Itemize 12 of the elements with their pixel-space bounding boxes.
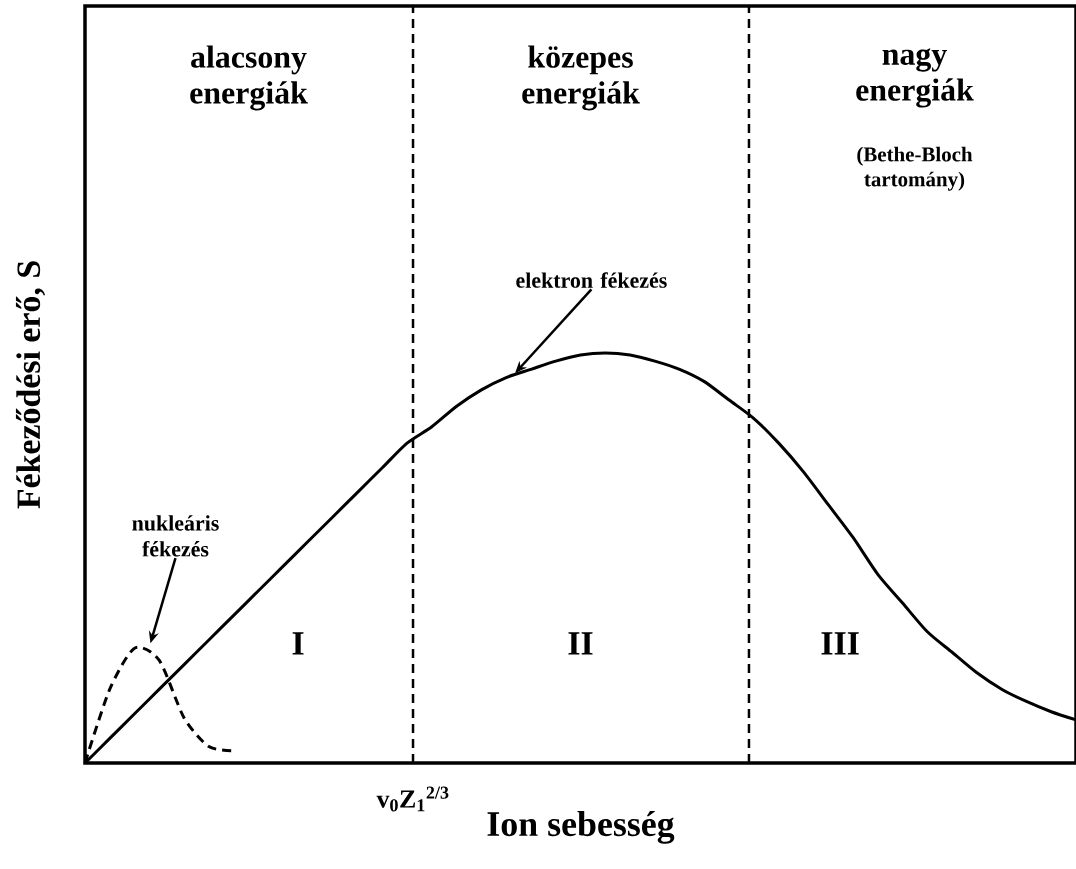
annotation: III — [821, 632, 859, 655]
text: nagy energiák — [856, 48, 974, 108]
x-axis-title: Ion sebesség — [487, 810, 675, 844]
y-axis-title: Fékeződési erő, S — [15, 261, 46, 509]
annotation: I — [292, 632, 304, 655]
annotation: II — [568, 632, 593, 655]
text: v$_{0}$Z$_{1}$2/3 — [376, 786, 449, 812]
text: (Bethe-Bloch tartomány) — [857, 146, 973, 191]
annotation: nukleáris fékezés — [132, 515, 219, 557]
text: elektron fékezés — [516, 272, 667, 288]
text: alacsony energiák — [190, 45, 308, 111]
text: közepes energiák — [522, 45, 640, 111]
